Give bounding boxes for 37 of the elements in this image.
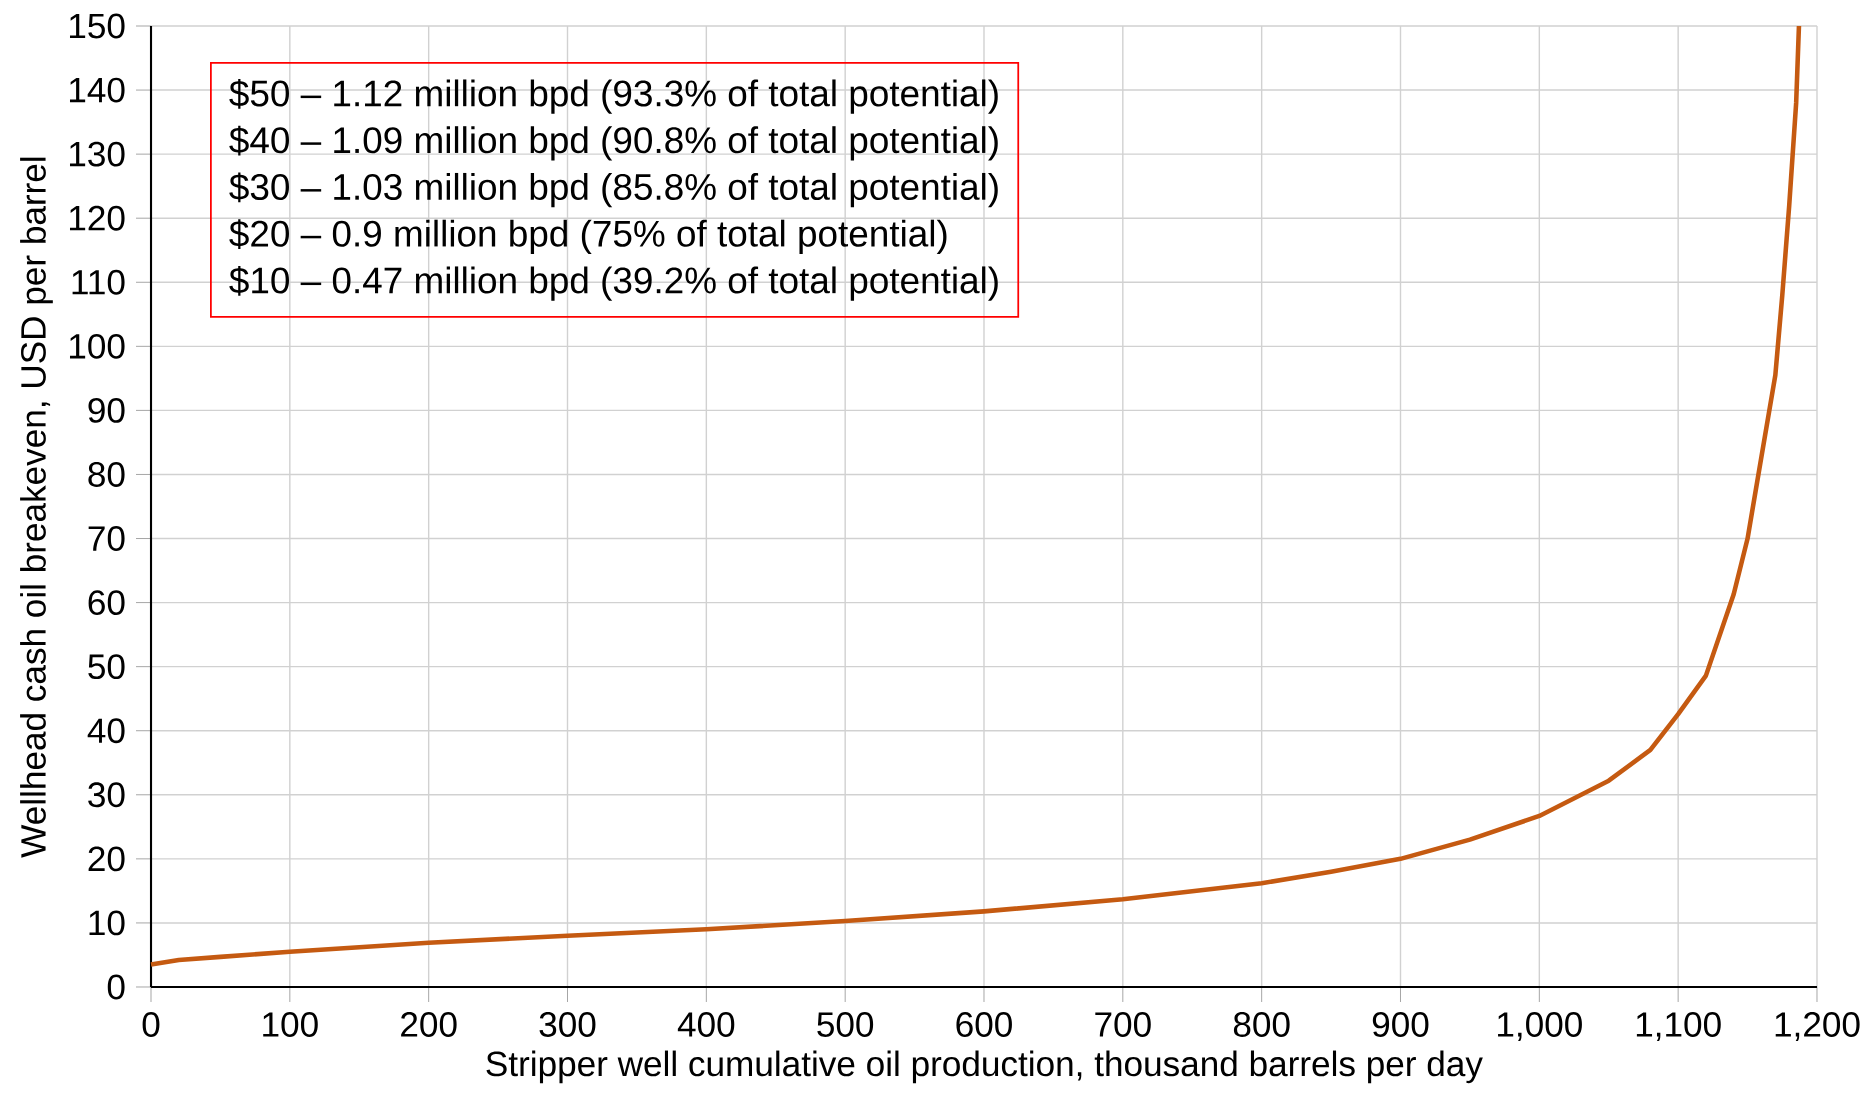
- y-axis-title: Wellhead cash oil breakeven, USD per barrel: [20, 157, 53, 858]
- y-tick-label: 10: [89, 910, 125, 936]
- y-tick-label: 150: [69, 13, 125, 39]
- x-tick-label: 400: [677, 1012, 735, 1037]
- x-tick-label: 800: [1233, 1012, 1290, 1037]
- y-tick-label: 40: [87, 718, 125, 744]
- x-tick-label: 100: [263, 1012, 318, 1037]
- x-tick-label: 1,000: [1498, 1012, 1582, 1042]
- x-tick-label: 300: [539, 1012, 596, 1037]
- annotation: $10 – 0.47 million bpd (39.2% of total potential): [229, 265, 998, 301]
- y-tick-label: 140: [69, 77, 125, 103]
- y-tick-label: 130: [69, 141, 125, 167]
- x-tick-label: 900: [1372, 1012, 1429, 1037]
- x-tick-label: 200: [401, 1012, 457, 1037]
- y-tick-label: 100: [69, 333, 125, 359]
- x-tick-label: 600: [956, 1012, 1012, 1037]
- y-tick-label: 70: [88, 526, 125, 551]
- annotation: $20 – 0.9 million bpd (75% of total potential): [229, 219, 947, 255]
- x-tick-label: 1,100: [1636, 1012, 1721, 1042]
- y-tick-label: 50: [88, 654, 125, 680]
- x-tick-label: 500: [817, 1012, 874, 1037]
- annotation: $30 – 1.03 million bpd (85.8% of total potential): [229, 172, 998, 208]
- y-tick-label: 30: [88, 782, 125, 808]
- y-tick-label: 120: [69, 205, 125, 231]
- line-series: [148, 23, 1802, 967]
- x-tick-label: 0: [142, 1012, 160, 1037]
- y-tick-label: 90: [88, 397, 125, 423]
- y-tick-label: 20: [88, 846, 125, 872]
- x-axis-title: Stripper well cumulative oil production, thousand barrels per day: [486, 1050, 1483, 1084]
- x-tick-label: 1,200: [1775, 1012, 1860, 1042]
- annotation: $40 – 1.09 million bpd (90.8% of total potential): [229, 125, 998, 161]
- y-tick-label: 0: [107, 974, 125, 1000]
- y-tick-label: 110: [72, 269, 125, 295]
- y-tick-label: 60: [88, 590, 125, 616]
- annotation: $50 – 1.12 million bpd (93.3% of total potential): [229, 78, 998, 114]
- y-tick-label: 80: [88, 462, 125, 487]
- x-tick-label: 700: [1095, 1012, 1151, 1037]
